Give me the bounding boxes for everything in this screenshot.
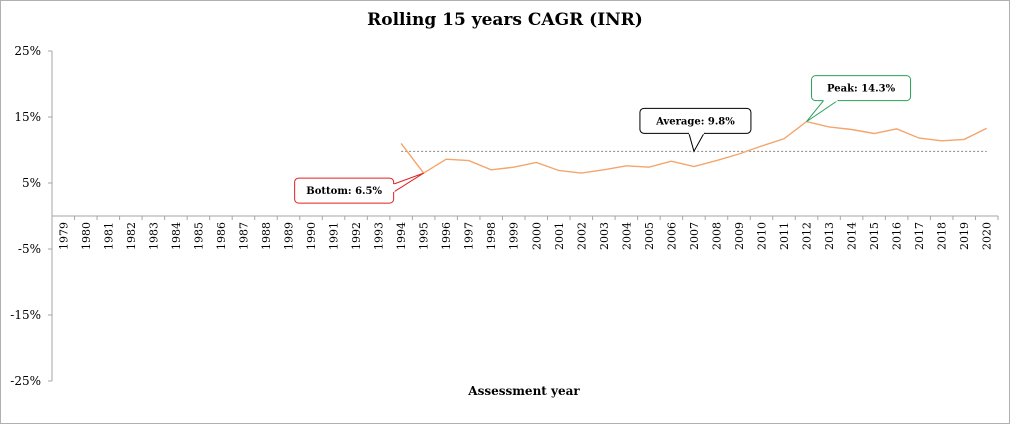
x-tick-label: 1987 [237,222,250,250]
x-tick-label: 1992 [350,222,363,250]
x-tick-label: 1995 [418,222,431,250]
callout-peak-label: Peak: 14.3% [827,84,896,95]
x-tick-label: 1999 [508,222,521,250]
x-tick-label: 1997 [463,222,476,250]
x-tick-label: 1985 [192,222,205,250]
y-tick-label: -15% [10,308,41,322]
chart-title: Rolling 15 years CAGR (INR) [367,10,643,30]
x-tick-label: 2001 [553,222,566,250]
x-tick-label: 2010 [756,222,769,250]
callout-peak-pointer [806,100,840,123]
axes: 25% 15% 5% -5% -15% -25% 1979 1980 1981 1982 1983 1… [10,44,999,388]
callout-average: Average: 9.8% [639,107,752,153]
x-axis-title: Assessment year [468,384,580,398]
x-tick-label: 2006 [665,222,678,250]
series-layer [400,120,988,175]
x-tick-label: 2008 [710,222,723,250]
x-tick-label: 1994 [395,222,408,250]
x-tick-label: 2012 [801,222,814,250]
x-tick-label: 1998 [485,222,498,250]
x-tick-label: 1982 [125,222,138,250]
x-tick-label: 2009 [733,222,746,250]
x-tick-label: 1984 [170,222,183,250]
callout-bottom: Bottom: 6.5% [294,172,424,204]
y-tick-label: -5% [18,242,41,256]
x-tick-label: 1981 [102,222,115,250]
y-tick-label: -25% [10,374,41,388]
callouts: Bottom: 6.5% Average: 9.8% Peak: 14.3% [294,75,912,204]
callout-average-pointer [688,132,705,153]
series-line [400,120,988,175]
x-tick-label: 1996 [440,222,453,250]
x-tick-label: 1979 [57,222,70,250]
x-tick-label: 2016 [891,222,904,250]
callout-peak-box [811,75,912,102]
y-tick-label: 25% [14,44,41,58]
x-tick-label: 2019 [958,222,971,250]
x-tick-label: 2020 [981,222,994,250]
x-tick-label: 1988 [260,222,273,250]
x-tick-label: 1983 [147,222,160,250]
callout-peak: Peak: 14.3% [806,75,912,123]
x-tick-label: 2004 [620,222,633,250]
x-tick-label: 2002 [575,222,588,250]
x-tick-label: 1993 [373,222,386,250]
x-tick-label: 2015 [868,222,881,250]
x-tick-label: 2003 [598,222,611,250]
x-tick-label: 2007 [688,222,701,250]
x-tick-label: 1990 [305,222,318,250]
x-tick-label: 2017 [913,222,926,250]
y-tick-label: 15% [14,110,41,124]
callout-bottom-pointer [393,172,424,194]
x-tick-label: 1991 [328,222,341,250]
callout-average-label: Average: 9.8% [655,116,735,127]
y-tick-label: 5% [22,176,41,190]
x-tick-label: 1986 [215,222,228,250]
x-tick-label: 2014 [846,222,859,250]
x-tick-label: 2018 [936,222,949,250]
x-tick-label: 2013 [823,222,836,250]
x-tick-label: 2011 [778,222,791,250]
x-tick-label: 2000 [530,222,543,250]
x-tick-label: 1980 [80,222,93,250]
x-tick-label: 1989 [283,222,296,250]
x-tick-label: 2005 [643,222,656,250]
callout-bottom-label: Bottom: 6.5% [306,186,382,197]
